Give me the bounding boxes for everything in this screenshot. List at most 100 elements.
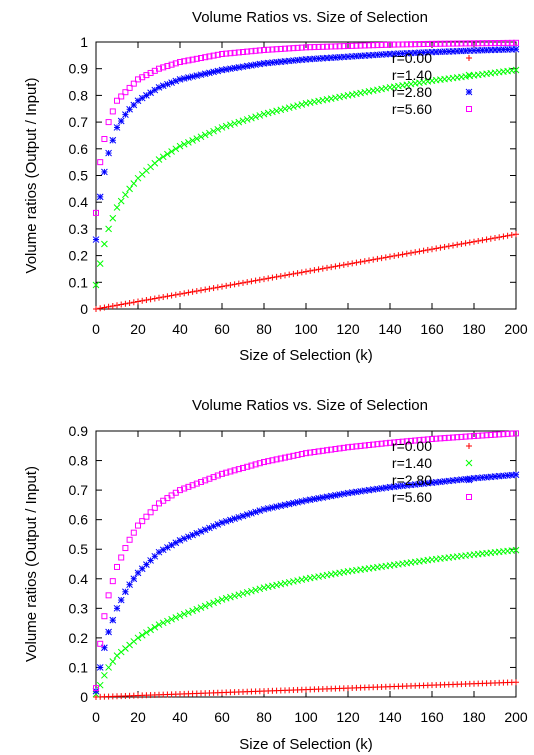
data-point [282,272,288,279]
data-point [168,292,175,299]
data-point [357,42,364,49]
data-point [378,440,385,447]
data-point [340,43,347,50]
data-point [177,487,183,494]
data-point [202,286,209,293]
y-tick-label: 0 [80,689,88,705]
series-r-5-60 [93,39,519,216]
data-point [513,231,519,238]
data-point [290,103,297,110]
data-point [471,433,477,440]
data-point [319,447,326,454]
data-point [345,43,351,50]
data-point [185,74,192,81]
data-point [260,505,268,513]
y-tick-label: 0.1 [69,659,89,675]
data-point [327,570,335,578]
data-point [508,430,515,437]
data-point [458,433,465,440]
legend-label: r=5.60 [392,101,432,117]
data-point [294,102,301,109]
data-point [273,581,280,589]
data-point [235,591,243,599]
data-point [126,185,133,193]
data-point [231,49,238,56]
data-point [243,511,251,518]
data-point [307,449,314,456]
x-tick-label: 80 [256,709,272,725]
data-point [185,483,192,490]
data-point [193,135,201,143]
data-point [336,491,343,498]
y-tick-label: 0.3 [69,221,89,237]
data-point [445,434,452,441]
x-tick-label: 100 [294,321,318,337]
data-point [122,588,129,596]
x-tick-label: 0 [92,321,100,337]
data-point [290,499,297,507]
data-point [504,232,511,239]
data-point [403,438,410,445]
data-point [298,101,306,108]
data-point [420,41,427,48]
data-point [256,112,264,119]
data-point [441,243,448,250]
data-point [327,95,335,102]
data-point [143,297,150,304]
data-point [302,575,310,583]
data-point [357,442,364,449]
data-point [260,110,268,118]
data-point [118,93,125,100]
data-point [323,493,331,501]
data-point [349,260,356,267]
data-point [475,237,482,244]
data-point [239,512,247,520]
data-point [395,439,402,446]
y-tick-label: 0.4 [69,194,89,210]
legend-marker [466,494,472,500]
data-point [466,239,473,246]
data-point [181,58,188,65]
data-point [349,42,356,49]
data-point [252,586,259,594]
data-point [327,492,335,500]
data-point [114,563,120,570]
data-point [429,435,435,442]
chart-title: Volume Ratios vs. Size of Selection [192,9,428,26]
data-point [227,282,234,289]
data-point [340,92,348,100]
data-point [311,98,318,106]
data-point [466,433,473,440]
data-point [172,60,179,67]
chart-bottom: Volume Ratios vs. Size of Selection Size … [23,397,528,753]
data-point [361,42,368,49]
data-point [340,444,347,451]
data-point [210,68,217,76]
data-point [391,41,398,48]
data-point [382,254,389,261]
data-point [151,623,159,631]
data-point [294,44,301,51]
data-point [298,451,305,458]
data-point [302,100,310,107]
data-point [256,276,263,283]
data-point [193,480,200,487]
y-tick-label: 0.8 [69,87,89,103]
data-point [483,236,490,243]
y-tick-label: 0.2 [69,248,89,264]
data-point [231,592,238,600]
y-tick-label: 0.6 [69,512,89,528]
data-point [105,592,112,599]
data-point [311,573,318,581]
data-point [496,234,503,241]
data-point [135,522,141,529]
data-point [93,209,99,216]
data-point [222,517,230,525]
data-point [261,276,267,283]
y-tick-label: 0.5 [69,168,89,184]
x-tick-label: 40 [172,321,188,337]
data-point [450,40,456,47]
data-point [294,498,301,506]
data-point [227,516,234,524]
data-point [185,139,192,146]
